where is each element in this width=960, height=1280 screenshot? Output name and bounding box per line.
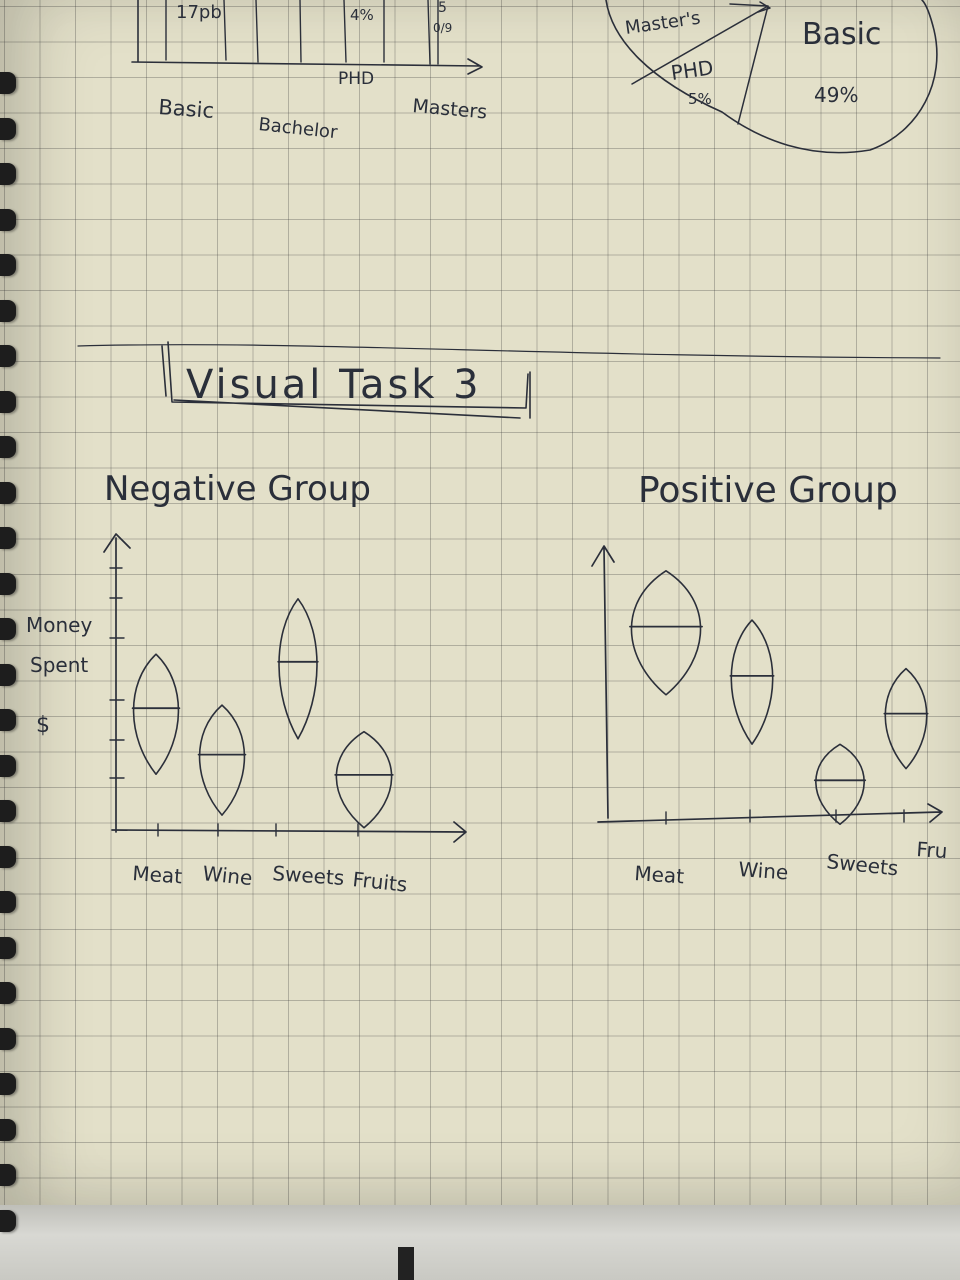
section-divider-line [77, 344, 941, 359]
bar-category-label: Masters [412, 95, 488, 123]
pie-slice-label: Basic [802, 17, 881, 52]
bar-value-label: 0/9 [433, 21, 452, 35]
y-ticks [109, 567, 125, 779]
binding-ring [0, 299, 16, 322]
bar-category-label: Basic [158, 95, 215, 123]
x-tick-label: Meat [132, 861, 183, 888]
x-tick-label: Meat [634, 861, 685, 888]
binding-ring [0, 845, 16, 868]
binding-ring [0, 936, 16, 959]
violin-shape [730, 619, 774, 745]
chart-title: Positive Group [638, 470, 898, 511]
binding-ring [0, 1164, 16, 1186]
binding-ring [0, 72, 16, 94]
violin-shape [132, 653, 180, 775]
violin-shape [630, 570, 702, 696]
binding-ring [0, 436, 16, 458]
bar-value-label: 4% [350, 6, 374, 24]
binding-ring [0, 663, 16, 686]
x-ticks [157, 823, 359, 837]
bar-category-label: PHD [338, 69, 374, 89]
bar-value-label: 17pb [176, 2, 222, 23]
x-tick-label: Fru [916, 837, 949, 863]
pie-slice-value: 5% [688, 90, 712, 108]
binding-ring [0, 527, 16, 549]
binding-ring [0, 618, 16, 640]
negative-group-chart: Negative Group Money Spent $ Meat Wine Swe… [26, 469, 467, 897]
binding-ring [0, 891, 16, 913]
top-bar-sketch: 17pb 4% 5 0/9 Basic Bachelor PHD Masters [131, 0, 488, 143]
spiral-binding [0, 0, 24, 1232]
binding-ring [0, 481, 16, 504]
chart-title: Negative Group [104, 469, 371, 509]
binding-ring [0, 208, 16, 231]
binding-ring [0, 254, 16, 276]
x-tick-label: Wine [201, 861, 253, 890]
positive-group-chart: Positive Group Meat Wine Sweets Fru [591, 470, 949, 888]
binding-ring [0, 117, 16, 140]
notebook-binding-strip [0, 1205, 960, 1280]
binding-ring [0, 572, 16, 595]
x-tick-label: Sweets [272, 861, 345, 890]
x-tick-label: Sweets [825, 849, 899, 880]
y-axis-label: Spent [30, 653, 88, 677]
violin-shape [198, 704, 246, 816]
pie-slice-label: Master's [624, 8, 702, 39]
binding-ring [0, 1209, 16, 1232]
y-axis [103, 533, 131, 833]
binding-ring [0, 800, 16, 822]
pie-slice-label: PHD [669, 55, 714, 85]
binding-ring [0, 754, 16, 777]
violin-shape [335, 730, 393, 829]
bar-category-label: Bachelor [257, 114, 339, 143]
binding-ring [0, 1118, 16, 1141]
x-ticks [665, 809, 905, 825]
banner-title: Visual Task 3 [186, 362, 482, 408]
x-tick-label: Fruits [351, 867, 408, 897]
y-axis-label: Money [26, 613, 92, 637]
top-pie-sketch: Master's PHD 5% Basic 49% [605, 0, 938, 154]
binding-ring [0, 163, 16, 185]
binding-ring [0, 709, 16, 731]
pie-slice-value: 49% [814, 83, 858, 107]
y-axis-label: $ [36, 713, 50, 738]
violin-shape [278, 598, 318, 740]
binding-ring [0, 345, 16, 367]
x-axis [597, 803, 943, 823]
violin-shape [815, 743, 865, 826]
violin-shape [884, 667, 928, 770]
x-axis [111, 821, 467, 843]
banner-box: Visual Task 3 [161, 341, 531, 419]
bar-value-label: 5 [438, 0, 447, 16]
y-axis [591, 545, 615, 819]
binding-ring [0, 1073, 16, 1095]
notebook-page [0, 0, 960, 1215]
x-tick-label: Wine [738, 857, 789, 884]
binding-ring [0, 982, 16, 1004]
binding-ring [0, 390, 16, 413]
binding-ring [0, 1027, 16, 1050]
